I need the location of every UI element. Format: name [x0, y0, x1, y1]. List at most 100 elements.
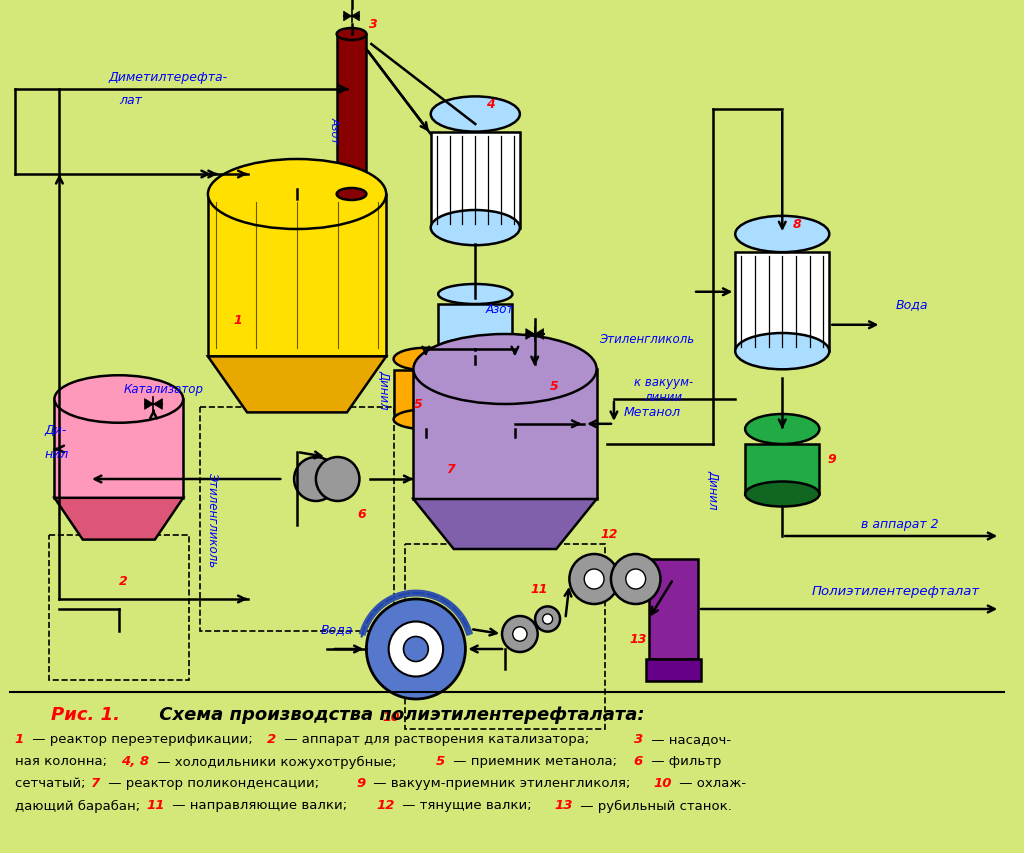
Text: — охлаж-: — охлаж-	[675, 776, 746, 790]
Text: 10: 10	[653, 776, 672, 790]
Polygon shape	[525, 329, 535, 340]
Ellipse shape	[735, 217, 829, 252]
Polygon shape	[414, 499, 597, 549]
Text: — фильтр: — фильтр	[646, 755, 721, 768]
Text: 7: 7	[91, 776, 100, 790]
Polygon shape	[144, 399, 154, 410]
Bar	[648, 560, 698, 659]
Text: 6: 6	[357, 508, 366, 521]
Ellipse shape	[482, 410, 547, 430]
Text: 11: 11	[146, 798, 165, 811]
Polygon shape	[154, 399, 163, 410]
Polygon shape	[344, 12, 351, 22]
Text: Диметилтерефта-: Диметилтерефта-	[109, 72, 228, 84]
Circle shape	[367, 600, 465, 699]
Bar	[431, 132, 520, 229]
Bar	[438, 305, 512, 348]
Text: Вода: Вода	[896, 298, 929, 310]
Text: 7: 7	[446, 463, 455, 476]
Text: 3: 3	[634, 733, 643, 746]
Bar	[54, 399, 183, 498]
Ellipse shape	[337, 189, 367, 200]
Text: Динил: Динил	[707, 470, 720, 509]
Text: 6: 6	[634, 755, 643, 768]
Text: Вода: Вода	[321, 623, 353, 635]
Text: сетчатый;: сетчатый;	[15, 776, 90, 790]
Text: — вакуум-приемник этиленгликоля;: — вакуум-приемник этиленгликоля;	[370, 776, 635, 790]
Text: — приемник метанола;: — приемник метанола;	[449, 755, 621, 768]
Text: 4, 8: 4, 8	[121, 755, 148, 768]
Circle shape	[543, 614, 553, 624]
Ellipse shape	[745, 415, 819, 444]
Text: дающий барабан;: дающий барабан;	[15, 798, 144, 811]
Text: Схема производства полиэтилентерефталата:: Схема производства полиэтилентерефталата…	[154, 705, 645, 723]
Text: — реактор поликонденсации;: — реактор поликонденсации;	[104, 776, 324, 790]
Text: Этиленгликоль: Этиленгликоль	[207, 472, 219, 567]
Text: — тянущие валки;: — тянущие валки;	[398, 798, 536, 811]
Text: Полиэтилентерефталат: Полиэтилентерефталат	[812, 585, 980, 598]
Text: 5: 5	[435, 755, 445, 768]
Text: 1: 1	[233, 314, 242, 327]
Ellipse shape	[54, 376, 183, 423]
Text: 1: 1	[15, 733, 25, 746]
Circle shape	[502, 616, 538, 653]
Bar	[200, 408, 394, 631]
Text: Ди-: Ди-	[45, 423, 67, 436]
Bar	[735, 252, 829, 351]
Text: Рис. 1.: Рис. 1.	[51, 705, 121, 723]
Text: — холодильники кожухотрубные;: — холодильники кожухотрубные;	[154, 755, 401, 768]
Polygon shape	[208, 357, 386, 413]
Circle shape	[626, 569, 645, 589]
Text: — аппарат для растворения катализатора;: — аппарат для растворения катализатора;	[281, 733, 594, 746]
Text: в аппарат 2: в аппарат 2	[861, 518, 939, 531]
Bar	[393, 370, 458, 420]
Ellipse shape	[414, 334, 597, 404]
Ellipse shape	[482, 348, 547, 371]
Polygon shape	[535, 329, 544, 340]
Text: 13: 13	[630, 633, 647, 646]
Text: 11: 11	[530, 583, 549, 595]
Text: 3: 3	[369, 19, 378, 32]
Text: Катализатор: Катализатор	[123, 383, 204, 396]
Ellipse shape	[745, 482, 819, 507]
Circle shape	[536, 606, 560, 632]
Text: 12: 12	[376, 798, 395, 811]
Ellipse shape	[393, 348, 458, 371]
Bar	[482, 370, 547, 420]
Ellipse shape	[735, 334, 829, 370]
Text: Азот: Азот	[330, 117, 340, 143]
Ellipse shape	[337, 29, 367, 41]
Text: — рубильный станок.: — рубильный станок.	[577, 798, 732, 811]
Text: 9: 9	[356, 776, 366, 790]
Circle shape	[569, 554, 618, 604]
Text: 9: 9	[827, 453, 837, 466]
Ellipse shape	[438, 339, 512, 357]
Bar	[48, 535, 189, 681]
Circle shape	[611, 554, 660, 604]
Text: 8: 8	[793, 218, 802, 231]
Circle shape	[315, 457, 359, 502]
Text: — направляющие валки;: — направляющие валки;	[168, 798, 351, 811]
Text: 4: 4	[485, 98, 495, 112]
Text: Этиленгликоль: Этиленгликоль	[599, 334, 694, 346]
Text: 2: 2	[267, 733, 276, 746]
Text: — реактор переэтерификации;: — реактор переэтерификации;	[28, 733, 257, 746]
Polygon shape	[351, 12, 359, 22]
Circle shape	[513, 627, 527, 641]
Text: 5: 5	[550, 380, 559, 393]
Circle shape	[585, 569, 604, 589]
Text: 12: 12	[600, 528, 617, 541]
Circle shape	[294, 457, 338, 502]
Text: лат: лат	[119, 93, 141, 107]
Bar	[646, 659, 700, 682]
Ellipse shape	[393, 410, 458, 430]
Text: ная колонна;: ная колонна;	[15, 755, 111, 768]
Text: нил: нил	[45, 448, 69, 461]
Text: Динил: Динил	[378, 370, 391, 409]
Text: 10: 10	[382, 711, 400, 723]
Text: — насадоч-: — насадоч-	[646, 733, 731, 746]
Circle shape	[403, 636, 428, 662]
Text: 13: 13	[555, 798, 573, 811]
Ellipse shape	[431, 211, 520, 246]
Ellipse shape	[438, 285, 512, 305]
